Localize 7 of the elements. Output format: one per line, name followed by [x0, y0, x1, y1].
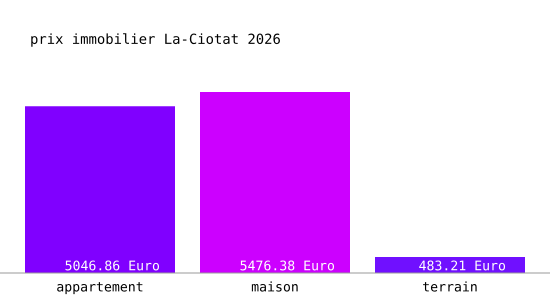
data-label: 5476.38 Euro: [240, 260, 334, 270]
x-tick-label: terrain: [423, 281, 477, 292]
x-tick-label: maison: [252, 281, 298, 292]
data-label: 5046.86 Euro: [66, 260, 160, 270]
data-label: 483.21 Euro: [419, 260, 506, 270]
x-tick-label: appartement: [57, 282, 142, 294]
chart-title: prix immobilier La-Ciotat 2026: [31, 33, 280, 47]
